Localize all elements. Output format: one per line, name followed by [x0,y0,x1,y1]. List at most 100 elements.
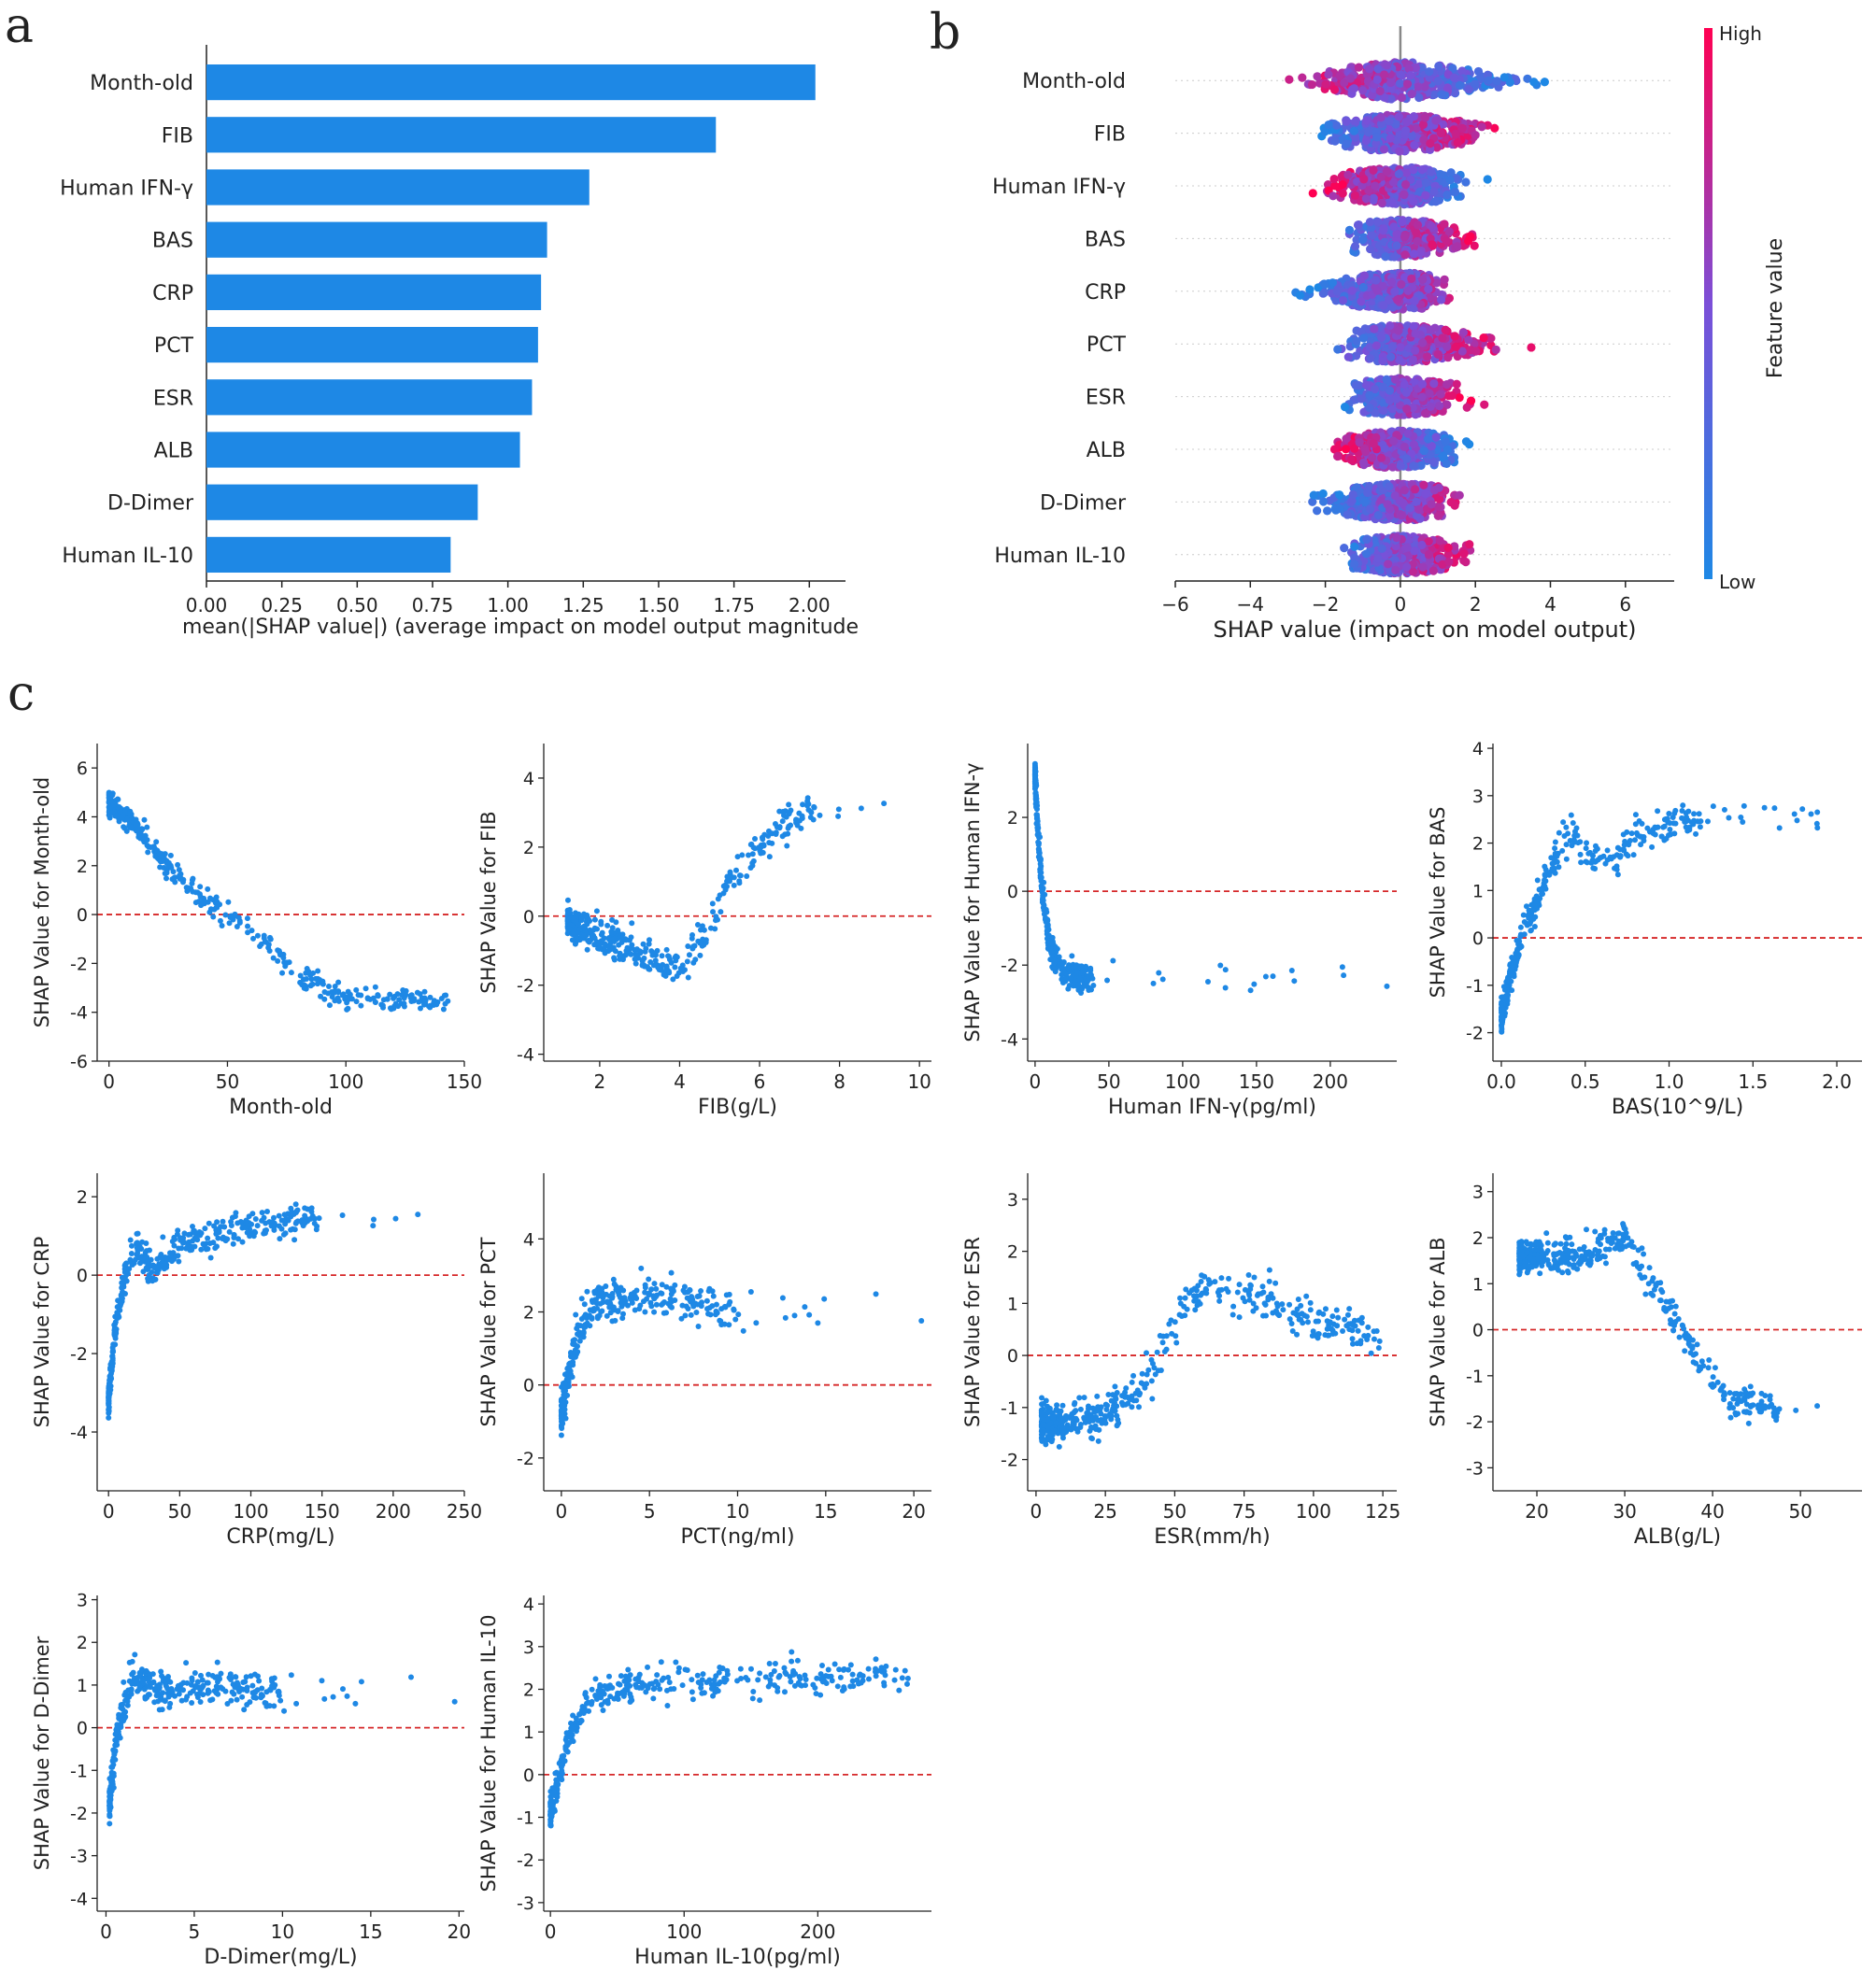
beeswarm-dot [1344,225,1355,235]
beeswarm-dot [1390,375,1400,384]
scatter-point [180,876,187,883]
beeswarm-dot [1409,111,1418,121]
beeswarm-dot [1365,390,1374,400]
beeswarm-dot [1410,140,1419,150]
x-tick-label: 1.50 [638,594,680,617]
beeswarm-dot [1486,333,1496,343]
beeswarm-dot [1492,77,1501,86]
scatter-point [321,996,328,1002]
scatter-point [784,843,790,849]
beeswarm-dot [1420,82,1429,92]
beeswarm-dot [1352,235,1361,245]
beeswarm-dot [1419,446,1428,456]
beeswarm-dot [1389,252,1400,262]
beeswarm-dot [1427,221,1436,231]
beeswarm-dot [1319,288,1329,297]
beeswarm-dot [1365,404,1374,413]
scatter-point [362,985,369,992]
beeswarm-dot [1417,392,1427,402]
beeswarm-dot [1371,139,1381,149]
beeswarm-dot [1443,191,1452,200]
x-tick-label: 1.25 [562,594,604,617]
beeswarm-dot [1400,486,1409,495]
beeswarm-dot [1427,500,1436,509]
beeswarm-dot [1384,560,1393,569]
beeswarm-dot [1329,191,1338,201]
beeswarm-dot [1480,400,1489,409]
beeswarm-dot [1464,335,1473,345]
beeswarm-dot [1442,236,1451,246]
bar-label-esr: ESR [153,387,193,410]
beeswarm-dot [1365,64,1374,74]
scatter-point [145,849,151,856]
scatter-point [372,984,378,990]
beeswarm-dot [1477,122,1486,132]
x-tick-label: −4 [1237,593,1264,616]
beeswarm-dot [1451,342,1461,351]
scatter-point [732,867,739,873]
beeswarm-dot [1376,453,1386,462]
beeswarm-dot [1417,540,1427,550]
bar-crp [206,274,542,311]
scatter-point [584,946,590,953]
beeswarm-dot [1461,437,1471,446]
beeswarm-dot [1370,324,1379,333]
beeswarm-dot [1361,549,1371,559]
beeswarm-dot [1413,220,1423,230]
scatter-point [217,917,223,924]
scatter-point [144,824,150,830]
beeswarm-dot [1380,92,1389,102]
beeswarm-dot [1373,64,1383,74]
y-tick-label: 2 [77,857,88,877]
beeswarm-dot [1397,279,1406,290]
scatter-point [280,955,287,961]
beeswarm-dot [1429,378,1439,389]
beeswarm-dot [1444,227,1454,236]
beeswarm-dot [1387,341,1398,351]
beeswarm-dot [1446,497,1456,507]
bar-human-il-10 [206,536,451,574]
bar-alb [206,432,520,468]
beeswarm-dot [1360,497,1370,506]
beeswarm-dot [1418,120,1428,129]
beeswarm-row-alb [1329,426,1474,472]
beeswarm-dot [1479,333,1488,343]
beeswarm-dot [1358,282,1368,292]
scatter-point [127,812,134,818]
scatter-point [661,971,667,978]
beeswarm-dot [1328,278,1338,288]
beeswarm-dot [1366,244,1375,254]
beeswarm-dot [1433,77,1443,86]
beeswarm-dot [1332,287,1342,296]
scatter-points [564,795,888,983]
x-axis-label: Month-old [229,1096,333,1119]
scatter-point [609,916,616,923]
beeswarm-dot [1343,510,1352,519]
scatter-point [134,824,140,830]
beeswarm-dot [1418,562,1428,572]
scatter-point [197,884,204,890]
scatter-point [245,923,251,929]
scatter-point [718,909,724,915]
scatter-point [133,816,139,823]
beeswarm-dot [1357,394,1366,404]
beeswarm-dot [1395,147,1404,156]
x-tick-label: 100 [328,1070,363,1093]
scatter-point [300,976,306,983]
beeswarm-dot [1402,118,1412,127]
beeswarm-dot [1378,356,1387,366]
beeswarm-dot [1396,461,1405,471]
beeswarm-dot [1529,78,1539,87]
beeswarm-dot [1436,295,1446,305]
beeswarm-dot [1484,76,1493,85]
feature-label-crp: CRP [1085,281,1126,305]
beeswarm-dot [1355,438,1364,447]
beeswarm-dot [1396,70,1405,79]
beeswarm-row-d-dimer [1308,479,1464,525]
beeswarm-dot [1402,404,1412,414]
beeswarm-dot [1424,434,1433,444]
beeswarm-dot [1410,304,1419,313]
beeswarm-dot [1342,139,1351,149]
x-tick-label: 1.00 [487,594,529,617]
scatter-point [276,947,282,954]
